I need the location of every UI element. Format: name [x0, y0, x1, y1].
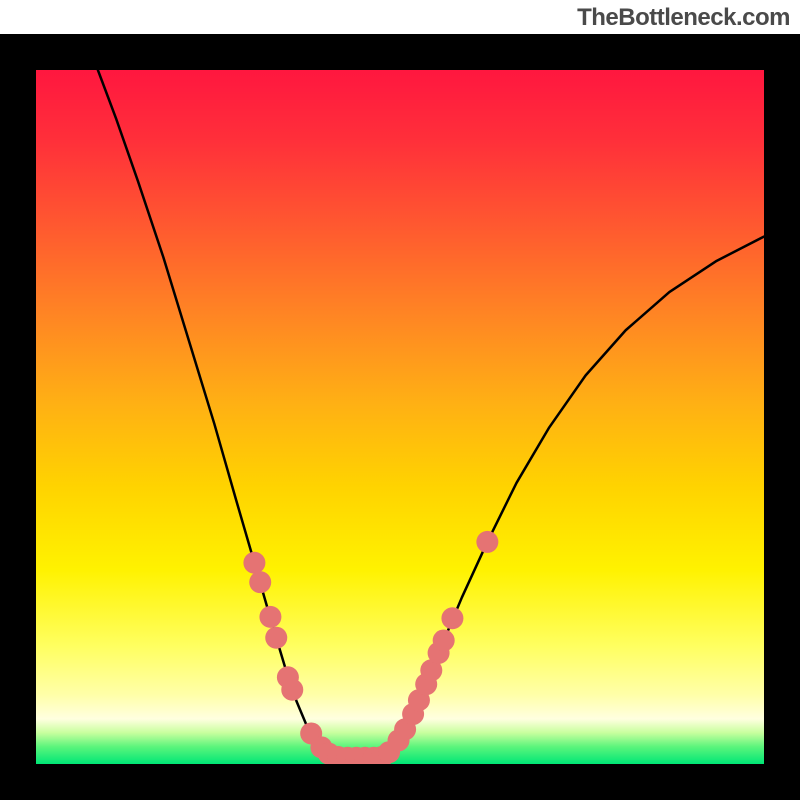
data-marker	[476, 531, 498, 553]
data-marker	[265, 627, 287, 649]
data-marker	[249, 571, 271, 593]
data-marker	[243, 552, 265, 574]
data-marker	[433, 629, 455, 651]
chart-svg	[36, 70, 764, 764]
plot-area	[36, 70, 764, 764]
chart-outer-frame	[0, 34, 800, 800]
data-marker	[281, 679, 303, 701]
gradient-background	[36, 70, 764, 764]
data-marker	[259, 606, 281, 628]
watermark-text: TheBottleneck.com	[577, 4, 790, 32]
data-marker	[441, 607, 463, 629]
